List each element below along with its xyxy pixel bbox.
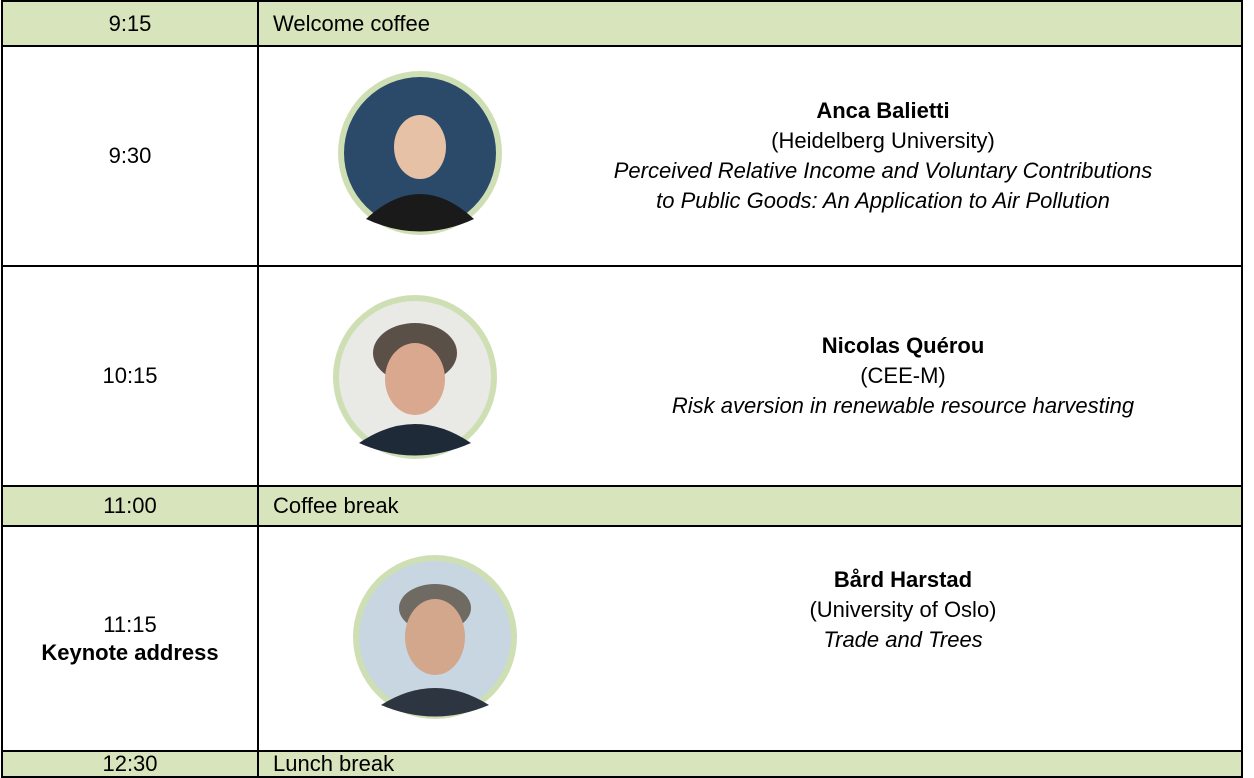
schedule-row: 11:15 Keynote address Bård Harstad (Univ… xyxy=(1,525,1243,750)
talk-info: Nicolas Quérou (CEE-M) Risk aversion in … xyxy=(603,267,1203,485)
event: Coffee break xyxy=(273,493,399,518)
time: 10:15 xyxy=(3,267,259,485)
time: 9:30 xyxy=(3,47,259,265)
affiliation: (Heidelberg University) xyxy=(771,128,995,153)
time: 9:15 xyxy=(3,2,259,45)
speaker-name: Nicolas Quérou xyxy=(821,333,985,358)
schedule-row: 9:30 Anca Balietti (Heidelberg Universit… xyxy=(1,45,1243,265)
time: 12:30 xyxy=(3,751,259,776)
event: Welcome coffee xyxy=(273,10,430,36)
affiliation: (University of Oslo) xyxy=(809,597,997,622)
schedule-row: 11:00 Coffee break xyxy=(1,485,1243,525)
affiliation: (CEE-M) xyxy=(860,363,946,388)
speaker-name: Anca Balietti xyxy=(816,98,950,123)
talk-title: to Public Goods: An Application to Air P… xyxy=(656,188,1110,213)
speaker-photo xyxy=(338,71,502,235)
time: 11:00 xyxy=(3,487,259,525)
talk-title: Risk aversion in renewable resource harv… xyxy=(671,393,1135,418)
talk-info: Anca Balietti (Heidelberg University) Pe… xyxy=(563,47,1203,265)
speaker-name: Bård Harstad xyxy=(833,567,973,592)
schedule-row: 12:30 Lunch break xyxy=(1,750,1243,778)
time-label: 11:15 xyxy=(103,611,157,637)
talk-title: Trade and Trees xyxy=(823,627,983,652)
event: Lunch break xyxy=(273,751,395,776)
talk-title: Perceived Relative Income and Voluntary … xyxy=(613,158,1153,183)
schedule-row: 10:15 Nicolas Quérou (CEE-M) Risk aversi… xyxy=(1,265,1243,485)
talk-info: Bård Harstad (University of Oslo) Trade … xyxy=(623,527,1183,750)
time: 11:15 Keynote address xyxy=(3,527,259,750)
schedule-row: 9:15 Welcome coffee xyxy=(1,0,1243,45)
keynote-label: Keynote address xyxy=(41,639,219,665)
speaker-photo xyxy=(333,295,497,459)
speaker-photo xyxy=(353,555,517,719)
